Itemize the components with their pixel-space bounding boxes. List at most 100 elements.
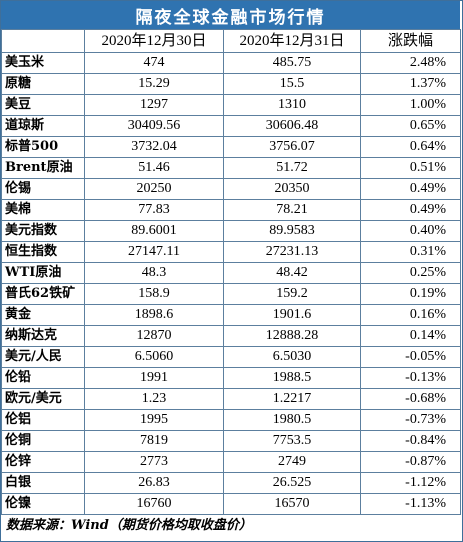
row-value-dec31: 12888.28	[223, 325, 361, 347]
row-change: 0.64%	[360, 136, 461, 158]
row-value-dec30: 26.83	[84, 472, 224, 494]
row-change: 0.16%	[360, 304, 461, 326]
table-row: 伦铝 1995 1980.5 -0.73%	[1, 409, 461, 431]
row-name: 伦铅	[1, 367, 85, 389]
row-change: -1.12%	[360, 472, 461, 494]
row-name: 伦铝	[1, 409, 85, 431]
table-row: 标普500 3732.04 3756.07 0.64%	[1, 136, 461, 158]
row-name: 美玉米	[1, 52, 85, 74]
row-name: 美元指数	[1, 220, 85, 242]
row-value-dec30: 6.5060	[84, 346, 224, 368]
row-name: 恒生指数	[1, 241, 85, 263]
row-name: 普氏62铁矿	[1, 283, 85, 305]
row-change: 1.37%	[360, 73, 461, 95]
table-row: 美玉米 474 485.75 2.48%	[1, 52, 461, 74]
row-value-dec31: 89.9583	[223, 220, 361, 242]
row-value-dec31: 6.5030	[223, 346, 361, 368]
table-row: 道琼斯 30409.56 30606.48 0.65%	[1, 115, 461, 137]
row-name: Brent原油	[1, 157, 85, 179]
table-row: 欧元/美元 1.23 1.2217 -0.68%	[1, 388, 461, 410]
table-row: 伦锌 2773 2749 -0.87%	[1, 451, 461, 473]
table-row: 恒生指数 27147.11 27231.13 0.31%	[1, 241, 461, 263]
row-value-dec31: 27231.13	[223, 241, 361, 263]
row-change: -0.13%	[360, 367, 461, 389]
row-change: 0.65%	[360, 115, 461, 137]
row-value-dec31: 1980.5	[223, 409, 361, 431]
table-row: 原糖 15.29 15.5 1.37%	[1, 73, 461, 95]
row-value-dec31: 3756.07	[223, 136, 361, 158]
table-row: 伦铜 7819 7753.5 -0.84%	[1, 430, 461, 452]
row-name: 标普500	[1, 136, 85, 158]
row-name: 美豆	[1, 94, 85, 116]
header-date-dec31: 2020年12月31日	[223, 29, 361, 53]
row-value-dec30: 3732.04	[84, 136, 224, 158]
header-date-dec30: 2020年12月30日	[84, 29, 224, 53]
row-name: 道琼斯	[1, 115, 85, 137]
row-name: WTI原油	[1, 262, 85, 284]
table-row: Brent原油 51.46 51.72 0.51%	[1, 157, 461, 179]
row-name: 纳斯达克	[1, 325, 85, 347]
row-value-dec30: 51.46	[84, 157, 224, 179]
row-change: 0.40%	[360, 220, 461, 242]
row-value-dec31: 2749	[223, 451, 361, 473]
row-change: 2.48%	[360, 52, 461, 74]
row-value-dec30: 12870	[84, 325, 224, 347]
header-name	[1, 29, 85, 53]
row-change: 0.19%	[360, 283, 461, 305]
row-change: 0.31%	[360, 241, 461, 263]
row-value-dec31: 1988.5	[223, 367, 361, 389]
row-value-dec30: 89.6001	[84, 220, 224, 242]
row-value-dec30: 77.83	[84, 199, 224, 221]
row-value-dec31: 48.42	[223, 262, 361, 284]
table-row: 美豆 1297 1310 1.00%	[1, 94, 461, 116]
header-change: 涨跌幅	[360, 29, 461, 53]
row-value-dec31: 485.75	[223, 52, 361, 74]
row-value-dec31: 16570	[223, 493, 361, 515]
table-row: 白银 26.83 26.525 -1.12%	[1, 472, 461, 494]
row-value-dec30: 1991	[84, 367, 224, 389]
row-change: 0.51%	[360, 157, 461, 179]
row-value-dec31: 7753.5	[223, 430, 361, 452]
row-name: 伦铜	[1, 430, 85, 452]
table-row: 黄金 1898.6 1901.6 0.16%	[1, 304, 461, 326]
row-change: -0.05%	[360, 346, 461, 368]
row-change: 1.00%	[360, 94, 461, 116]
data-source-note: 数据来源：Wind（期货价格均取收盘价）	[6, 518, 252, 533]
row-value-dec30: 1297	[84, 94, 224, 116]
table-row: 美棉 77.83 78.21 0.49%	[1, 199, 461, 221]
row-name: 伦镍	[1, 493, 85, 515]
row-name: 伦锡	[1, 178, 85, 200]
row-value-dec30: 158.9	[84, 283, 224, 305]
row-value-dec31: 1.2217	[223, 388, 361, 410]
table-row: 伦锡 20250 20350 0.49%	[1, 178, 461, 200]
row-name: 美元/人民	[1, 346, 85, 368]
row-change: -0.73%	[360, 409, 461, 431]
row-value-dec30: 20250	[84, 178, 224, 200]
page-title: 隔夜全球金融市场行情	[1, 1, 460, 29]
row-change: -0.87%	[360, 451, 461, 473]
table-row: WTI原油 48.3 48.42 0.25%	[1, 262, 461, 284]
row-value-dec30: 30409.56	[84, 115, 224, 137]
table-row: 纳斯达克 12870 12888.28 0.14%	[1, 325, 461, 347]
table-body: 美玉米 474 485.75 2.48% 原糖 15.29 15.5 1.37% 美豆 1297 1…	[1, 52, 461, 515]
row-value-dec31: 159.2	[223, 283, 361, 305]
row-value-dec31: 1901.6	[223, 304, 361, 326]
row-value-dec30: 16760	[84, 493, 224, 515]
row-name: 白银	[1, 472, 85, 494]
row-change: 0.14%	[360, 325, 461, 347]
row-change: 0.49%	[360, 178, 461, 200]
table-row: 美元指数 89.6001 89.9583 0.40%	[1, 220, 461, 242]
row-value-dec31: 15.5	[223, 73, 361, 95]
row-name: 伦锌	[1, 451, 85, 473]
row-value-dec31: 30606.48	[223, 115, 361, 137]
row-value-dec31: 20350	[223, 178, 361, 200]
row-value-dec30: 1898.6	[84, 304, 224, 326]
table-header-row: 2020年12月30日 2020年12月31日 涨跌幅	[1, 29, 461, 53]
row-change: 0.49%	[360, 199, 461, 221]
row-name: 美棉	[1, 199, 85, 221]
row-change: -0.84%	[360, 430, 461, 452]
row-value-dec30: 15.29	[84, 73, 224, 95]
row-value-dec31: 51.72	[223, 157, 361, 179]
row-value-dec30: 474	[84, 52, 224, 74]
row-change: -0.68%	[360, 388, 461, 410]
